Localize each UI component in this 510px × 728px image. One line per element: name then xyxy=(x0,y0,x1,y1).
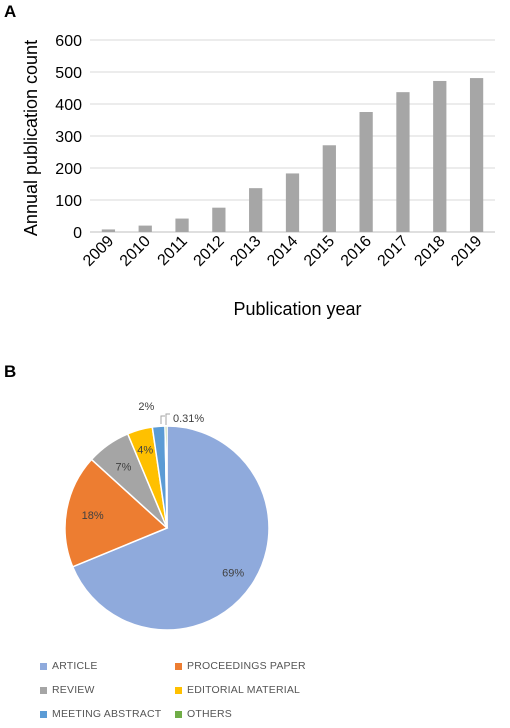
legend-label: REVIEW xyxy=(52,684,95,696)
pie-slice-article xyxy=(71,425,270,631)
pie-data-label: 0.31% xyxy=(173,413,204,425)
legend-label: MEETING ABSTRACT xyxy=(52,708,162,720)
legend-swatch xyxy=(175,686,182,694)
bar-2015 xyxy=(322,145,336,232)
legend-item-article: ARTICLE xyxy=(40,660,98,672)
legend-swatch xyxy=(40,662,47,670)
x-tick-label: 2010 xyxy=(117,233,154,270)
x-tick-label: 2009 xyxy=(80,233,117,270)
x-axis-title: Publication year xyxy=(233,299,361,319)
bar-2019 xyxy=(469,78,484,232)
y-tick-label: 100 xyxy=(55,193,82,210)
x-tick-label: 2013 xyxy=(227,233,264,270)
pie-data-label: 18% xyxy=(82,510,104,522)
x-tick-label: 2018 xyxy=(411,233,448,270)
legend-item-editorial-material: EDITORIAL MATERIAL xyxy=(175,684,300,696)
legend-swatch xyxy=(175,662,182,670)
legend-swatch xyxy=(40,686,47,694)
bar-2009 xyxy=(101,229,116,232)
bar-2013 xyxy=(249,188,263,232)
panel-a-letter: A xyxy=(4,2,17,21)
bar-2014 xyxy=(285,173,300,232)
leader-line xyxy=(165,413,170,425)
pie-chart: 69% 18% 7% 4% 2% 0.31% xyxy=(64,401,270,631)
y-tick-label: 600 xyxy=(55,33,82,50)
y-tick-label: 200 xyxy=(55,161,82,178)
x-tick-label: 2012 xyxy=(191,233,228,270)
bar-2016 xyxy=(359,112,373,232)
pie-data-label: 69% xyxy=(222,567,244,579)
panel-b-letter: B xyxy=(4,362,17,381)
y-axis-title: Annual publication count xyxy=(21,40,41,236)
pie-data-label: 2% xyxy=(138,401,154,413)
bar-2011 xyxy=(175,218,189,232)
y-tick-label: 400 xyxy=(55,97,82,114)
pie-slice-proceedings-paper xyxy=(64,458,169,568)
pie-data-label: 7% xyxy=(116,461,132,473)
x-tick-label: 2011 xyxy=(155,233,191,269)
bar-2018 xyxy=(433,80,447,233)
legend-label: OTHERS xyxy=(187,708,232,720)
x-tick-label: 2015 xyxy=(301,233,338,270)
legend-item-review: REVIEW xyxy=(40,684,95,696)
bar-2017 xyxy=(396,92,410,232)
pie-slice-others xyxy=(164,425,168,529)
legend-label: PROCEEDINGS PAPER xyxy=(187,660,306,672)
y-tick-label: 0 xyxy=(73,225,82,242)
x-tick-label: 2019 xyxy=(448,233,485,270)
leader-line xyxy=(160,415,165,424)
legend-item-others: OTHERS xyxy=(175,708,232,720)
bar-2010 xyxy=(138,225,152,232)
legend-item-proceedings-paper: PROCEEDINGS PAPER xyxy=(175,660,306,672)
legend-item-meeting-abstract: MEETING ABSTRACT xyxy=(40,708,161,720)
x-tick-label: 2017 xyxy=(375,233,412,270)
pie-data-label: 4% xyxy=(137,444,153,456)
legend-swatch xyxy=(175,710,182,718)
legend-swatch xyxy=(40,710,47,718)
x-tick-label: 2014 xyxy=(264,233,301,270)
y-tick-label: 500 xyxy=(55,65,82,82)
y-tick-label: 300 xyxy=(55,129,82,146)
bar-2012 xyxy=(212,207,226,232)
legend-label: ARTICLE xyxy=(52,660,98,672)
x-tick-label: 2016 xyxy=(338,233,375,270)
legend-label: EDITORIAL MATERIAL xyxy=(187,684,301,696)
